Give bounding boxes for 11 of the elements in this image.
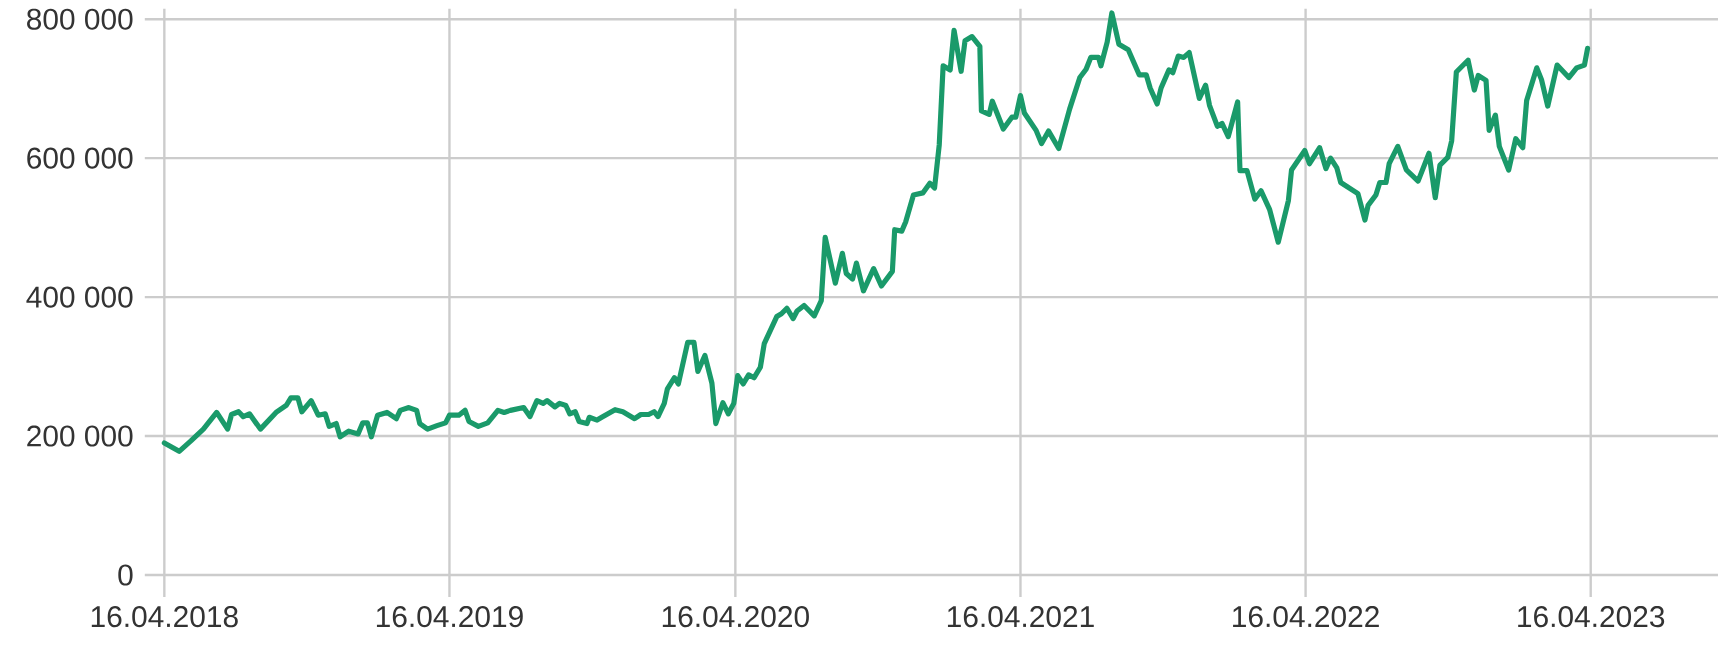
y-tick-label: 0 — [118, 564, 133, 586]
y-tick-label: 400 000 — [26, 286, 133, 308]
y-tick-label: 800 000 — [27, 8, 133, 30]
y-tick-label: 600 000 — [27, 147, 133, 169]
x-tick-label: 16.04.2020 — [662, 606, 809, 628]
x-tick-label: 16.04.2022 — [1233, 606, 1379, 628]
x-tick-label: 16.04.2018 — [91, 606, 238, 628]
x-tick-label: 16.04.2021 — [947, 606, 1094, 628]
x-tick-label: 16.04.2019 — [376, 606, 523, 628]
y-tick-label: 200 000 — [27, 425, 133, 447]
x-tick-label: 16.04.2023 — [1518, 606, 1665, 628]
